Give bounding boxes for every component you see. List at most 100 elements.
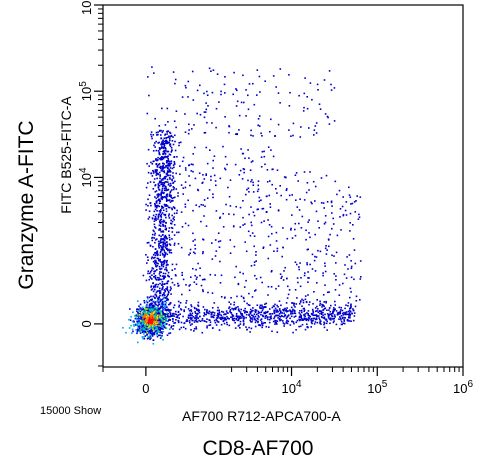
event-dot [340, 320, 343, 323]
event-dot [267, 318, 269, 321]
event-dot [265, 315, 268, 317]
event-dot [143, 335, 145, 338]
event-dot [314, 125, 317, 127]
event-dot [157, 205, 159, 207]
event-dot [258, 196, 261, 199]
event-dot [136, 330, 139, 333]
event-dot [172, 318, 174, 320]
event-dot [299, 325, 302, 328]
event-dot [240, 148, 242, 150]
event-dot [330, 200, 333, 203]
event-dot [170, 151, 173, 153]
event-dot [298, 312, 301, 314]
event-dot [192, 153, 194, 155]
event-dot [159, 242, 162, 244]
event-dot [137, 325, 140, 328]
event-dot [151, 163, 154, 165]
event-dot [206, 326, 208, 329]
event-dot [334, 304, 336, 306]
event-dot [164, 205, 166, 207]
event-dot [176, 212, 178, 214]
event-dot [152, 150, 155, 152]
event-dot [190, 309, 192, 311]
event-dot [160, 313, 163, 315]
event-dot [159, 259, 161, 262]
event-dot [265, 311, 268, 314]
event-dot [167, 206, 170, 209]
event-dot [197, 304, 199, 306]
event-dot [284, 314, 286, 316]
event-dot [164, 247, 167, 249]
event-dot [236, 100, 239, 103]
event-dot [149, 272, 151, 275]
event-dot [334, 300, 336, 303]
event-dot [265, 211, 268, 213]
event-dot [184, 186, 187, 189]
event-dot [242, 216, 244, 219]
event-dot [138, 314, 141, 316]
event-dot [156, 264, 159, 267]
event-dot [318, 227, 320, 229]
event-dot [339, 311, 341, 314]
event-dot [288, 74, 290, 76]
event-dot [257, 124, 259, 127]
event-dot [239, 206, 242, 209]
event-dot [344, 307, 346, 310]
event-dot [159, 225, 162, 227]
event-dot [334, 180, 337, 183]
event-dot [328, 307, 331, 309]
event-dot [165, 282, 168, 285]
event-dot [228, 324, 231, 327]
event-dot [257, 314, 260, 317]
event-dot [333, 255, 335, 257]
event-dot [154, 308, 157, 311]
event-dot [262, 247, 265, 249]
event-dot [162, 307, 164, 309]
event-dot [160, 328, 162, 330]
event-dot [350, 320, 352, 322]
event-dot [159, 148, 161, 151]
event-dot [168, 319, 170, 321]
event-dot [154, 254, 157, 257]
event-dot [323, 316, 326, 318]
event-dot [158, 210, 161, 212]
event-dot [161, 166, 164, 169]
event-dot [167, 293, 169, 295]
event-dot [214, 321, 217, 324]
event-dot [203, 320, 205, 322]
event-dot [304, 272, 306, 274]
event-dot [155, 326, 158, 329]
event-dot [294, 315, 297, 317]
event-dot [141, 308, 144, 311]
event-dot [162, 206, 165, 209]
event-dot [209, 324, 212, 326]
event-dot [156, 324, 158, 327]
event-dot [338, 294, 341, 296]
event-dot [153, 144, 155, 147]
event-dot [201, 318, 204, 320]
event-dot [160, 303, 163, 306]
event-dot [211, 307, 214, 309]
event-dot [276, 331, 279, 333]
event-dot [157, 159, 159, 161]
event-dot [342, 322, 345, 324]
event-dot [245, 326, 247, 328]
event-dot [169, 289, 172, 292]
event-dot [176, 209, 178, 212]
event-dot [159, 254, 162, 256]
event-dot [274, 323, 276, 325]
event-dot [159, 271, 161, 273]
event-dot [238, 174, 241, 176]
event-dot [155, 213, 157, 216]
event-dot [158, 153, 160, 155]
event-dot [333, 273, 335, 275]
x-tick-label: 0 [142, 381, 149, 396]
event-dot [180, 184, 183, 186]
event-dot [167, 271, 170, 274]
event-dot [219, 216, 222, 219]
event-dot [136, 313, 139, 316]
event-dot [166, 195, 169, 197]
event-dot [148, 94, 150, 97]
event-dot [323, 207, 325, 209]
event-dot [156, 276, 159, 279]
